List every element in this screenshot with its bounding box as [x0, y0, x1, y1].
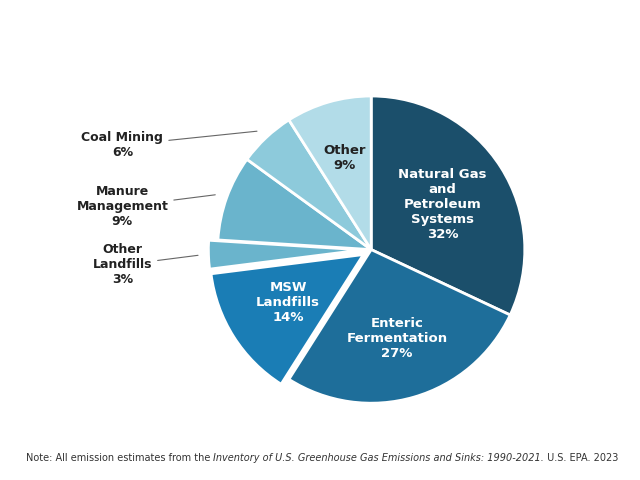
Wedge shape: [209, 240, 362, 269]
Text: Natural Gas
and
Petroleum
Systems
32%: Natural Gas and Petroleum Systems 32%: [398, 168, 487, 241]
Wedge shape: [247, 120, 371, 250]
Text: Inventory of U.S. Greenhouse Gas Emissions and Sinks: 1990-2021.: Inventory of U.S. Greenhouse Gas Emissio…: [213, 453, 544, 463]
Text: Other
Landfills
3%: Other Landfills 3%: [93, 243, 198, 287]
Text: U.S. EPA. 2023: U.S. EPA. 2023: [544, 453, 618, 463]
Wedge shape: [289, 96, 371, 250]
Text: Coal Mining
6%: Coal Mining 6%: [81, 131, 257, 159]
Wedge shape: [289, 250, 510, 403]
Text: Note: All emission estimates from the: Note: All emission estimates from the: [26, 453, 213, 463]
Text: 2021 U.S. Methane Emissions, By Source: 2021 U.S. Methane Emissions, By Source: [64, 20, 576, 40]
Text: Enteric
Fermentation
27%: Enteric Fermentation 27%: [346, 317, 447, 360]
Text: Manure
Management
9%: Manure Management 9%: [76, 185, 215, 228]
Wedge shape: [371, 96, 525, 315]
Wedge shape: [211, 254, 364, 384]
Text: Other
9%: Other 9%: [323, 144, 366, 172]
Wedge shape: [218, 159, 371, 250]
Text: MSW
Landfills
14%: MSW Landfills 14%: [256, 281, 320, 324]
